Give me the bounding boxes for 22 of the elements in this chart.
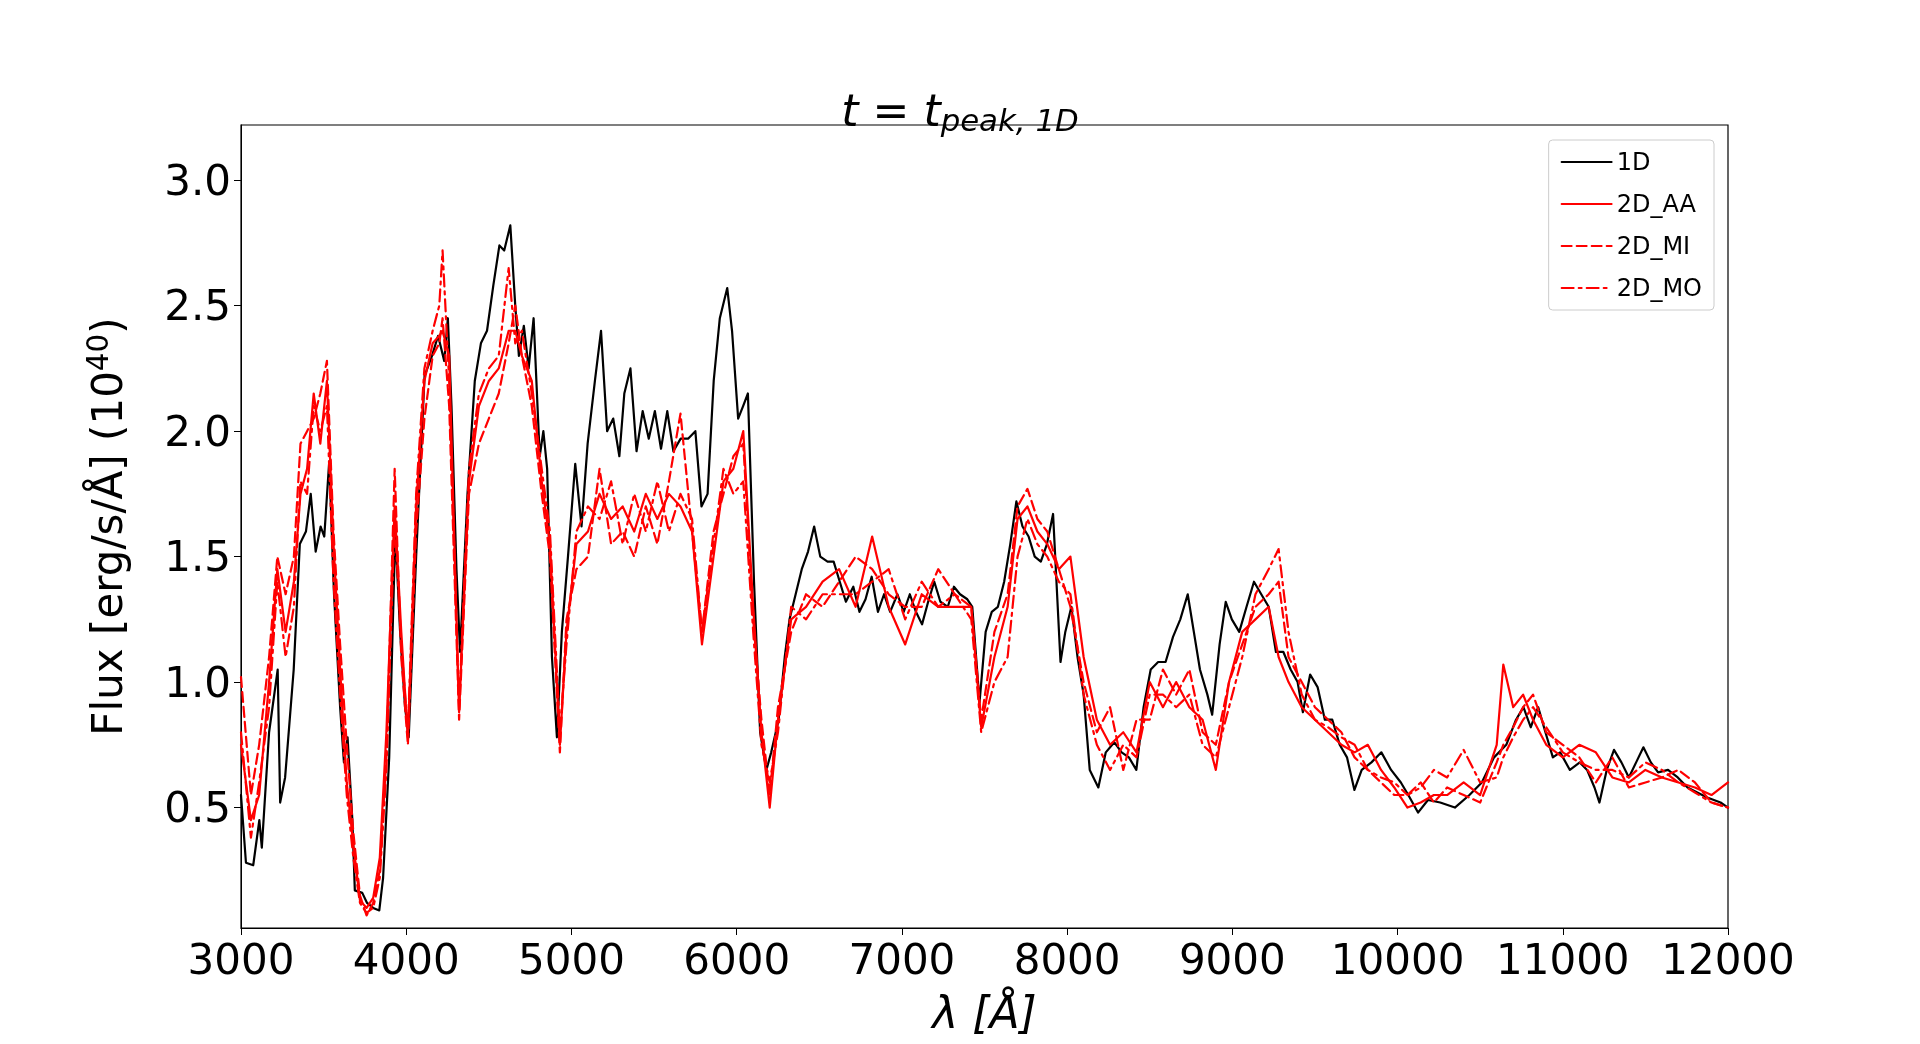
x-tick-label: 4000 — [352, 934, 460, 984]
x-tick-label: 10000 — [1330, 934, 1465, 984]
legend-label: 2D_MO — [1616, 274, 1703, 302]
x-tick-label: 11000 — [1495, 934, 1630, 984]
legend-label: 1D — [1616, 148, 1651, 176]
x-tick-label: 5000 — [518, 934, 625, 984]
y-tick-label: 2.0 — [164, 406, 231, 456]
x-tick-label: 8000 — [1013, 934, 1121, 984]
y-tick-label: 2.5 — [164, 281, 231, 331]
y-tick-label: 1.5 — [164, 532, 231, 582]
y-axis-title: Flux [erg/s/Å] (1040) — [80, 317, 132, 736]
y-tick-label: 1.0 — [164, 657, 231, 707]
x-tick-label: 7000 — [848, 934, 956, 984]
x-tick-label: 12000 — [1661, 934, 1795, 984]
x-tick-label: 3000 — [187, 934, 295, 984]
x-tick-label: 6000 — [683, 934, 791, 984]
legend-label: 2D_AA — [1616, 190, 1697, 218]
legend-label: 2D_MI — [1616, 232, 1691, 260]
x-axis-title: λ [Å] — [930, 985, 1037, 1038]
y-tick-label: 3.0 — [164, 155, 231, 205]
y-tick-label: 0.5 — [164, 783, 231, 833]
x-tick-label: 9000 — [1178, 934, 1286, 984]
